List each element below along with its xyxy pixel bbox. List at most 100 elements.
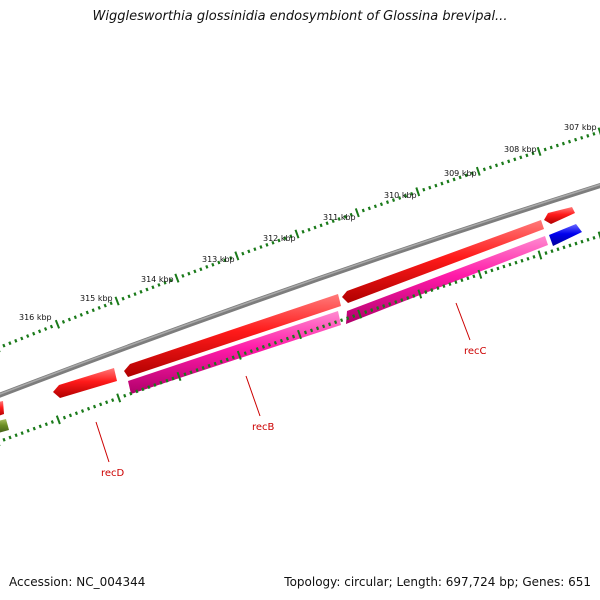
inner-ring-minor-tick xyxy=(448,282,452,286)
outer-ring-minor-tick xyxy=(543,147,547,152)
outer-ring-minor-tick xyxy=(43,327,48,331)
outer-ring-minor-tick xyxy=(181,273,185,278)
outer-ring-minor-tick xyxy=(586,133,590,138)
outer-ring-minor-tick xyxy=(422,187,426,192)
kbp-label-310: 310 kbp xyxy=(384,191,417,200)
inner-ring-minor-tick xyxy=(255,347,259,351)
inner-ring-minor-tick xyxy=(159,380,163,385)
inner-ring-minor-tick xyxy=(32,426,36,431)
inner-ring-major-tick xyxy=(357,309,363,319)
outer-ring-minor-tick xyxy=(265,243,269,247)
inner-ring-minor-tick xyxy=(592,236,596,240)
gene-arrow-forward-307[interactable] xyxy=(544,207,575,224)
outer-ring-minor-tick xyxy=(199,267,203,272)
outer-ring-minor-tick xyxy=(133,292,137,296)
gene-arrow-reverse-olive[interactable] xyxy=(0,419,9,433)
outer-ring-minor-tick xyxy=(211,262,215,267)
inner-ring-minor-tick xyxy=(466,276,470,281)
outer-ring-minor-tick xyxy=(319,223,323,228)
kbp-label-316: 316 kbp xyxy=(19,313,52,322)
outer-ring-minor-tick xyxy=(271,240,275,245)
kbp-label-308: 308 kbp xyxy=(504,145,537,154)
inner-ring-minor-tick xyxy=(267,342,271,347)
outer-ring-minor-tick xyxy=(26,334,30,338)
outer-ring-minor-tick xyxy=(14,338,18,343)
outer-ring-minor-tick xyxy=(8,341,12,346)
inner-ring-minor-tick xyxy=(322,324,326,329)
outer-ring-major-tick xyxy=(415,187,421,197)
gene-label-recC: recC xyxy=(464,346,487,357)
inner-ring-minor-tick xyxy=(328,322,332,327)
inner-ring-minor-tick xyxy=(153,383,157,387)
kbp-label-307: 307 kbp xyxy=(564,123,597,132)
outer-ring-minor-tick xyxy=(513,157,517,162)
inner-ring-minor-tick xyxy=(472,274,476,279)
outer-ring-minor-tick xyxy=(458,175,462,180)
inner-ring-minor-tick xyxy=(388,302,392,306)
inner-ring-major-tick xyxy=(537,250,543,260)
outer-ring-minor-tick xyxy=(205,265,209,269)
outer-ring-minor-tick xyxy=(398,196,402,200)
accession-text: Accession: NC_004344 xyxy=(9,575,146,589)
inner-ring-minor-tick xyxy=(562,245,566,250)
inner-ring-minor-tick xyxy=(285,336,290,341)
inner-ring-minor-tick xyxy=(213,361,217,366)
inner-ring-minor-tick xyxy=(406,296,410,300)
outer-ring-minor-tick xyxy=(253,247,257,252)
inner-ring-minor-tick xyxy=(460,278,464,283)
kbp-label-313: 313 kbp xyxy=(202,255,235,264)
inner-ring-minor-tick xyxy=(68,413,73,418)
inner-ring-minor-tick xyxy=(201,366,205,370)
outer-ring-minor-tick xyxy=(337,217,341,221)
outer-ring-minor-tick xyxy=(259,245,263,249)
outer-ring-minor-tick xyxy=(343,215,347,219)
gene-arrow-forward-edge[interactable] xyxy=(0,401,4,416)
outer-ring-minor-tick xyxy=(32,331,36,336)
outer-ring-minor-tick xyxy=(349,212,353,217)
inner-ring-major-tick xyxy=(176,371,182,382)
outer-ring-minor-tick xyxy=(301,229,305,234)
inner-ring-minor-tick xyxy=(532,255,536,259)
inner-ring-minor-tick xyxy=(141,387,145,392)
gene-arrow-forward-recB[interactable] xyxy=(124,294,341,377)
inner-ring-minor-tick xyxy=(195,368,199,372)
outer-ring-major-tick xyxy=(354,208,360,218)
inner-ring-minor-tick xyxy=(424,290,428,294)
inner-ring-minor-tick xyxy=(26,428,30,433)
inner-tick-ring xyxy=(0,231,600,447)
inner-ring-minor-tick xyxy=(291,334,296,339)
outer-ring-minor-tick xyxy=(157,283,161,287)
outer-ring-minor-tick xyxy=(434,183,438,188)
inner-ring-minor-tick xyxy=(370,308,374,312)
inner-ring-minor-tick xyxy=(346,316,350,321)
outer-ring-major-tick xyxy=(294,229,300,239)
kbp-label-315: 315 kbp xyxy=(80,294,113,303)
outer-ring-minor-tick xyxy=(519,155,523,160)
outer-ring-minor-tick xyxy=(507,159,511,164)
gene-arrow-reverse-recC[interactable] xyxy=(346,236,548,324)
gene-arrow-forward-recD[interactable] xyxy=(53,368,117,398)
gene-arrow-reverse-recB[interactable] xyxy=(128,311,341,394)
inner-ring-minor-tick xyxy=(231,355,235,360)
outer-ring-minor-tick xyxy=(20,336,24,341)
outer-ring-minor-tick xyxy=(379,202,384,207)
inner-ring-minor-tick xyxy=(586,237,590,242)
inner-ring-minor-tick xyxy=(20,431,24,435)
outer-ring-minor-tick xyxy=(531,151,535,156)
outer-ring-minor-tick xyxy=(193,269,197,274)
inner-ring-minor-tick xyxy=(568,243,572,248)
inner-ring-major-tick xyxy=(477,269,483,279)
outer-ring-minor-tick xyxy=(2,343,6,348)
outer-ring-minor-tick xyxy=(277,238,281,243)
inner-ring-minor-tick xyxy=(580,239,584,244)
outer-ring-minor-tick xyxy=(331,219,335,223)
gene-arrow-reverse-blue[interactable] xyxy=(549,224,582,246)
inner-ring-minor-tick xyxy=(442,284,446,288)
inner-ring-minor-tick xyxy=(496,266,500,271)
inner-ring-minor-tick xyxy=(219,359,223,364)
inner-ring-minor-tick xyxy=(430,288,434,292)
gene-arrow-forward-recC[interactable] xyxy=(342,220,544,303)
inner-ring-minor-tick xyxy=(249,349,253,353)
inner-ring-major-tick xyxy=(417,289,423,299)
outer-ring-minor-tick xyxy=(223,258,227,263)
